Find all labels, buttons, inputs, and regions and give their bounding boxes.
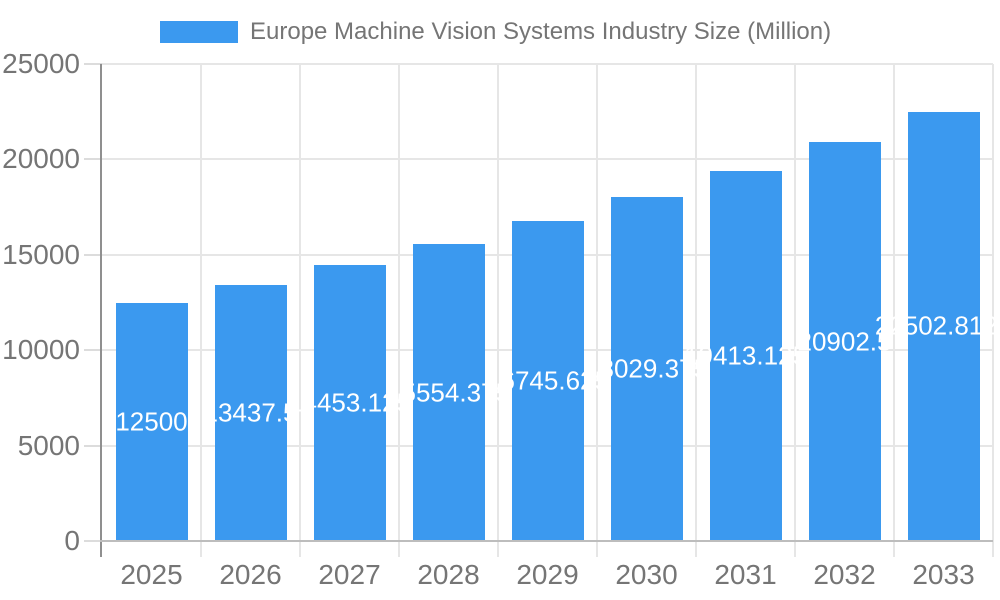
y-tick-label: 25000 [2,48,80,79]
y-tick-label: 15000 [2,239,80,270]
x-grid-line [398,64,400,557]
x-grid-line [794,64,796,557]
y-tick-label: 5000 [17,430,80,461]
bar-value-label: 18029.375 [585,353,708,384]
y-tick-mark [84,63,102,65]
x-grid-line [299,64,301,557]
x-tick-label: 2033 [912,559,975,590]
x-tick-label: 2025 [120,559,183,590]
y-grid-line [102,63,993,65]
y-tick-mark [84,158,102,160]
bar-value-label: 16745.625 [486,365,609,396]
x-grid-line [695,64,697,557]
y-tick-mark [84,349,102,351]
x-tick-label: 2031 [714,559,777,590]
bar-2032[interactable] [808,142,881,540]
y-tick-label: 0 [64,525,80,556]
y-tick-mark [84,540,102,542]
y-tick-label: 20000 [2,143,80,174]
bar-value-label: 19413.125 [684,340,807,371]
x-tick-label: 2032 [813,559,876,590]
x-tick-label: 2027 [318,559,381,590]
bar-2033[interactable] [907,111,980,540]
y-grid-line [102,158,993,160]
legend-swatch[interactable] [160,21,238,43]
x-grid-line [497,64,499,557]
y-tick-mark [84,445,102,447]
bar-value-label: 20902.5 [797,326,892,357]
x-grid-line [893,64,895,557]
y-axis-line [100,64,102,557]
bar-value-label: 14453.125 [288,387,411,418]
bar-value-label: 22502.8125 [874,310,1000,341]
x-tick-label: 2028 [417,559,480,590]
x-tick-label: 2026 [219,559,282,590]
bar-value-label: 13437.5 [203,397,298,428]
legend-label: Europe Machine Vision Systems Industry S… [250,18,832,45]
bar-2026[interactable] [214,284,287,540]
x-grid-line [200,64,202,557]
x-axis-line [100,540,993,542]
y-tick-label: 10000 [2,334,80,365]
x-grid-line [596,64,598,557]
bar-value-label: 12500 [115,406,188,437]
y-tick-mark [84,254,102,256]
bar-2028[interactable] [412,244,485,540]
bar-2031[interactable] [709,170,782,540]
bar-value-label: 15554.375 [387,377,510,408]
x-grid-line [992,64,994,557]
x-tick-label: 2030 [615,559,678,590]
legend[interactable]: Europe Machine Vision Systems Industry S… [0,0,1000,50]
bar-2029[interactable] [511,221,584,540]
bar-2025[interactable] [115,302,188,540]
bar-2030[interactable] [610,196,683,540]
bar-2027[interactable] [313,265,386,540]
x-tick-label: 2029 [516,559,579,590]
